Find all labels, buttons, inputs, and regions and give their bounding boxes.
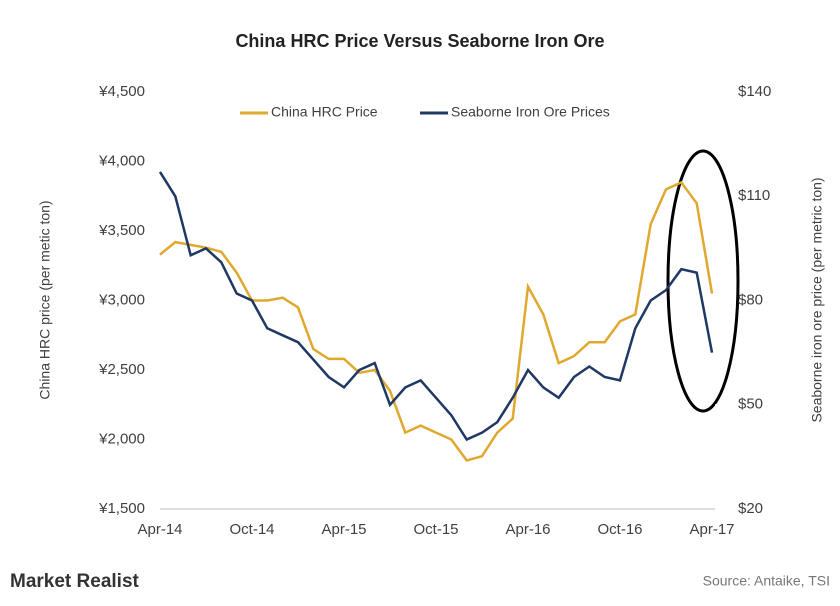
x-tick-label: Apr-15 [321,521,366,538]
y-tick-label: ¥3,500 [98,222,145,239]
x-tick-label: Oct-15 [413,521,458,538]
y-tick-label: ¥2,500 [98,361,145,378]
x-tick-label: Oct-16 [597,521,642,538]
x-tick-label: Apr-14 [137,521,182,538]
y-tick-label: ¥2,000 [98,430,145,447]
x-tick-label: Apr-16 [505,521,550,538]
highlight-ellipse [666,149,740,413]
y2-tick-label: $20 [738,500,763,517]
y-tick-label: ¥3,000 [98,291,145,308]
legend-label: China HRC Price [271,104,378,120]
y-tick-label: ¥4,500 [98,83,145,100]
y-tick-label: ¥1,500 [98,500,145,517]
y-tick-label: ¥4,000 [98,152,145,169]
y2-tick-label: $110 [738,187,770,204]
x-tick-label: Oct-14 [229,521,274,538]
y2-axis-title: Seaborne iron ore price (per metric ton) [809,177,825,422]
brand: Market Realist [10,571,140,592]
chart-title: China HRC Price Versus Seaborne Iron Ore [235,31,604,51]
y-axis-title: China HRC price (per metic ton) [37,200,53,399]
source: Source: Antaike, TSI [703,573,830,589]
series-line [159,180,714,462]
legend-label: Seaborne Iron Ore Prices [451,104,610,120]
y2-tick-label: $80 [738,291,763,308]
x-tick-label: Apr-17 [689,521,734,538]
series-line [158,171,714,442]
y2-tick-label: $140 [738,83,771,100]
y2-tick-label: $50 [738,396,763,413]
